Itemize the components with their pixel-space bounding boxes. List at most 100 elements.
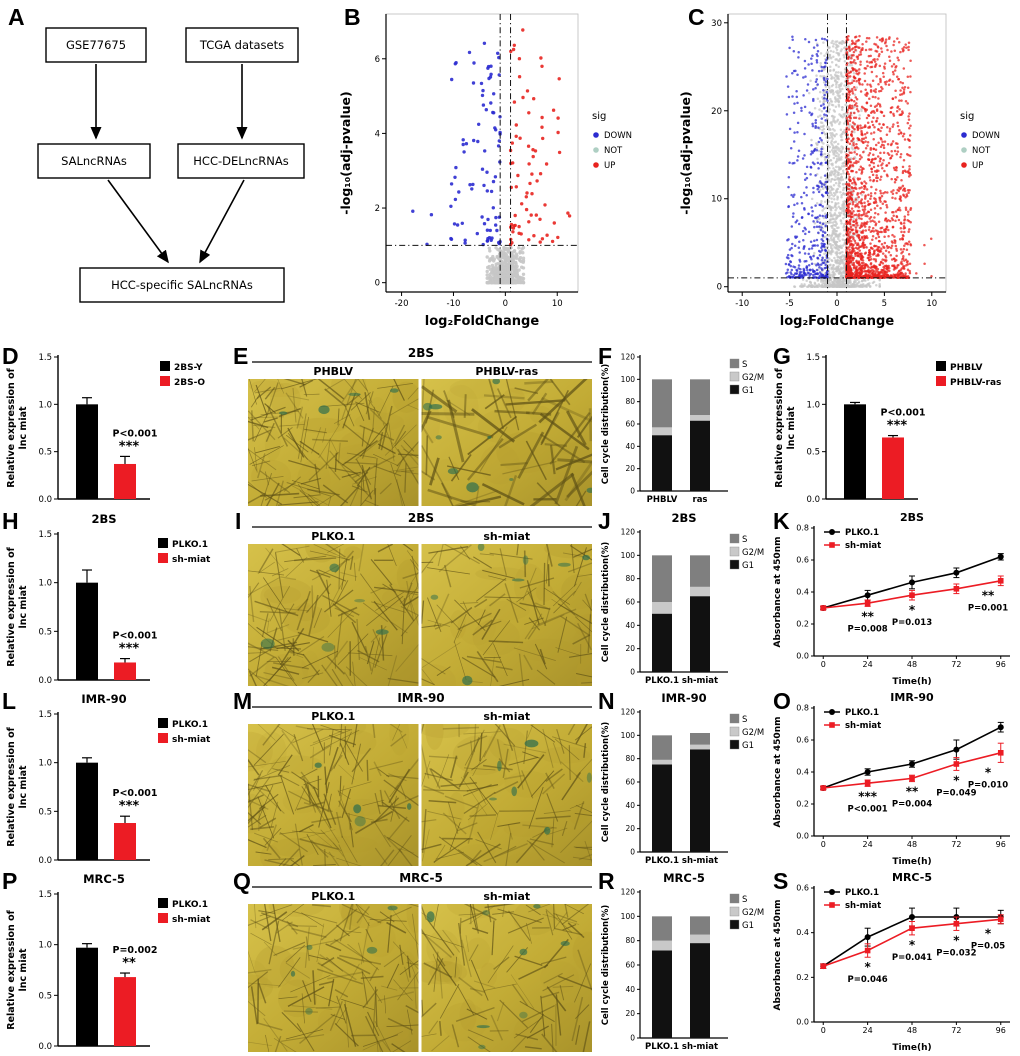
y-axis-label: -log₁₀(adj-pvalue) (338, 91, 353, 214)
x-tick: 72 (951, 1026, 961, 1035)
legend-label-G1: G1 (742, 386, 754, 396)
y-tick: 0.2 (796, 620, 809, 629)
data-point-PLKO.1 (909, 579, 915, 586)
x-tick: 24 (863, 1026, 873, 1035)
x-tick: -10 (735, 299, 749, 309)
y-axis-label: Relative expression of lnc miat (774, 367, 797, 487)
significance-stars: ** (861, 609, 874, 623)
legend-swatch-S (729, 358, 740, 369)
p-value: P=0.010 (968, 780, 1008, 790)
legend-title: sig (592, 111, 606, 122)
bar-sh-miat (114, 977, 136, 1046)
significance-stars: *** (119, 642, 140, 657)
data-point-sh-miat (909, 925, 915, 931)
x-tick: 72 (951, 660, 961, 669)
significance-stars: * (909, 938, 916, 952)
condition-label-PHBLV-ras: PHBLV-ras (475, 365, 538, 378)
chart-title: IMR-90 (890, 691, 934, 704)
panel-E: E 2BS PHBLV PHBLV-ras (230, 345, 596, 508)
legend-label-S: S (742, 535, 747, 545)
cell-line-title: 2BS (408, 511, 434, 525)
panel-O-label: O (773, 688, 791, 714)
panel-L: L 0.0 0.5 1.0 1.5 Relative expression of lnc m… (0, 690, 230, 868)
legend-label-sh-miat: sh-miat (845, 901, 881, 911)
panel-C-label: C (688, 4, 705, 30)
data-point-PLKO.1 (864, 769, 871, 775)
line-chart-O: 0.0 0.2 0.4 0.6 0.8 0 24 48 72 96 IMR-90 Absorbance… (773, 691, 1010, 867)
p-value: P=0.002 (113, 945, 158, 956)
legend-swatch-PLKO.1 (158, 538, 168, 548)
data-point-PLKO.1 (953, 569, 960, 576)
y-tick: 60 (625, 778, 635, 787)
legend-label-PHBLV: PHBLV (950, 363, 982, 373)
panel-R-chart: 0 20 40 60 80 100 120 Cell cycle distribution(%… (596, 870, 768, 1054)
legend-label-UP: UP (972, 161, 983, 171)
bar-sh-miat (114, 823, 136, 860)
data-point-PLKO.1 (864, 592, 871, 599)
panel-J-label: J (598, 508, 611, 534)
condition-label-PHBLV: PHBLV (313, 365, 353, 378)
p-value: P<0.001 (881, 408, 926, 419)
data-point-sh-miat (997, 916, 1004, 923)
flow-box-label-sal: SALncRNAs (61, 154, 127, 168)
p-value: P=0.004 (892, 800, 932, 810)
flow-box-label-gse: GSE77675 (66, 38, 126, 52)
x-tick: 48 (907, 840, 917, 849)
legend-label-DOWN: DOWN (972, 131, 1000, 141)
microscopy-panel-Q: MRC-5 PLKO.1 sh-miat (248, 871, 592, 1052)
legend-dot-NOT (961, 147, 967, 153)
flow-box-gse (45, 27, 147, 63)
legend-label-sh-miat: sh-miat (845, 541, 881, 551)
chart-title: MRC-5 (892, 871, 932, 884)
stack-sh-miat-S (690, 555, 710, 587)
condition-label-PLKO.1: PLKO.1 (311, 530, 355, 543)
legend-label-PHBLV-ras: PHBLV-ras (950, 378, 1001, 388)
panel-R-label: R (598, 868, 615, 894)
cell-line-title: MRC-5 (399, 871, 443, 885)
cell-line-title: 2BS (408, 346, 434, 360)
volcano-plot-C: 0 10 20 30 -10 -5 0 5 10 -log₁₀(adj-pvalue) log₂Fo… (678, 13, 1000, 329)
legend-dot-DOWN (593, 132, 599, 138)
y-tick: 20 (625, 824, 635, 833)
legend-dot-DOWN (961, 132, 967, 138)
flow-box-label-tcga: TCGA datasets (199, 38, 284, 52)
y-tick: 0.6 (796, 556, 809, 565)
micrograph-sh-miat (421, 544, 592, 686)
data-point-sh-miat (953, 920, 960, 927)
stack-PHBLV-G1 (652, 435, 672, 491)
flowchart: GSE77675 TCGA datasets SALncRNAs HCC-DELncR… (37, 27, 305, 303)
y-tick: 100 (621, 912, 636, 921)
legend-label-PLKO.1: PLKO.1 (845, 708, 879, 718)
x-axis-label: Time(h) (892, 857, 931, 867)
legend-label-G2/M: G2/M (742, 908, 764, 918)
panel-B-chart: 0 2 4 6 -20 -10 0 10 -log₁₀(adj-pvalue) log₂FoldC… (336, 0, 648, 342)
legend-label-PLKO.1: PLKO.1 (172, 900, 208, 910)
panel-Q-label: Q (233, 868, 251, 894)
y-tick: 80 (625, 754, 635, 763)
chart-title: 2BS (671, 511, 696, 525)
bar-PHBLV-ras (882, 437, 904, 499)
legend-label-G1: G1 (742, 561, 754, 571)
y-tick: 20 (625, 464, 635, 473)
y-tick: 120 (621, 528, 636, 537)
y-tick: 0.2 (796, 973, 809, 982)
y-tick: 0.2 (796, 800, 809, 809)
y-tick: 0.5 (38, 991, 52, 1001)
bar-PLKO.1 (76, 582, 98, 680)
y-tick: 0.5 (806, 448, 820, 458)
x-tick: 96 (996, 840, 1006, 849)
legend-dot-NOT (593, 147, 599, 153)
legend-swatch-G1 (729, 559, 740, 570)
condition-label-sh-miat: sh-miat (483, 710, 530, 723)
y-axis-label: Relative expression of lnc miat (6, 909, 29, 1029)
bar-chart-G: 0.0 0.5 1.0 1.5 Relative expression of lnc mi… (774, 353, 1001, 505)
data-point-sh-miat (997, 578, 1004, 584)
stack-PHBLV-G2/M (652, 427, 672, 436)
stack-sh-miat-G2/M (690, 744, 710, 750)
legend-label-UP: UP (604, 161, 615, 171)
stack-sh-miat-G2/M (690, 586, 710, 597)
y-tick: 1.0 (38, 941, 52, 951)
panel-N-label: N (598, 688, 615, 714)
panel-C: C 0 10 20 30 -10 -5 0 5 10 -log₁₀(adj-pvalue) log₂F… (676, 0, 1020, 342)
y-tick: 1.0 (38, 400, 52, 410)
